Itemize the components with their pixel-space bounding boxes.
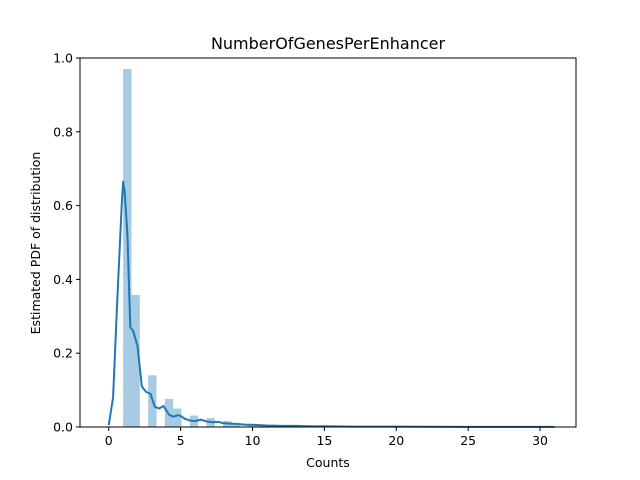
- histogram-bar-8: [231, 423, 240, 427]
- plot-frame: [79, 57, 577, 428]
- histogram-bar-4: [173, 408, 182, 427]
- y-tick-label: 0.2: [53, 346, 73, 361]
- x-axis-label: Counts: [306, 455, 350, 470]
- x-tick-label: 25: [460, 433, 476, 448]
- axes-frame: [79, 57, 577, 428]
- y-axis-ticks: 0.0 0.2 0.4 0.6 0.8 1.0: [53, 51, 80, 435]
- x-tick-label: 20: [388, 433, 404, 448]
- x-tick-label: 15: [316, 433, 332, 448]
- histogram-bars: [123, 69, 549, 427]
- x-axis-ticks: 0 5 10 15 20 25 30: [105, 427, 548, 448]
- histogram-bar-1: [131, 294, 140, 427]
- y-tick-label: 1.0: [53, 51, 73, 66]
- y-tick-label: 0.8: [53, 124, 73, 139]
- x-tick-label: 0: [105, 433, 113, 448]
- x-tick-label: 10: [245, 433, 261, 448]
- y-axis-label: Estimated PDF of distribution: [28, 152, 43, 335]
- y-tick-label: 0.4: [53, 272, 73, 287]
- kde-curve: [107, 180, 555, 428]
- y-tick-label: 0.0: [53, 420, 73, 435]
- y-tick-label: 0.6: [53, 198, 73, 213]
- kde-line: [107, 180, 555, 428]
- x-tick-label: 30: [532, 433, 548, 448]
- x-tick-label: 5: [177, 433, 185, 448]
- chart-title: NumberOfGenesPerEnhancer: [211, 34, 446, 53]
